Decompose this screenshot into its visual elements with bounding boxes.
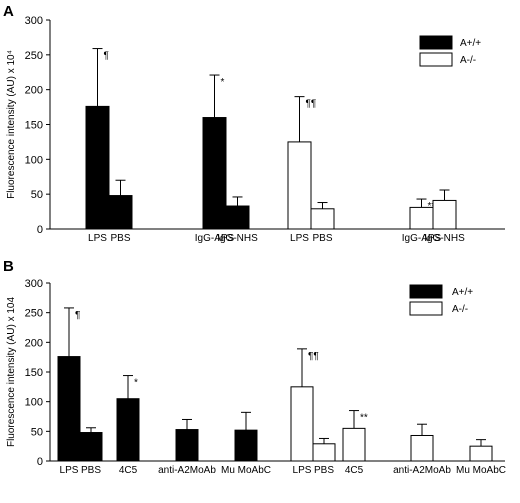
bar xyxy=(312,443,336,462)
bar xyxy=(410,434,434,462)
bar xyxy=(57,356,81,462)
y-tick-label: 150 xyxy=(25,367,43,379)
category-label: LPS xyxy=(60,465,79,476)
bar xyxy=(202,117,227,230)
legend-swatch xyxy=(419,52,453,67)
category-label: anti-A2MoAb xyxy=(393,465,451,476)
legend: A+/+ A-/- xyxy=(409,284,473,316)
category-label: Mu MoAbC xyxy=(221,465,271,476)
bar xyxy=(234,429,258,462)
panel-letter-b: B xyxy=(3,258,14,275)
chart-panel-a: A 0 50 100 150 200 250 300 Fluorescence intensit… xyxy=(3,3,505,244)
legend-swatch xyxy=(409,301,443,316)
category-label: PBS xyxy=(312,233,332,244)
category-label: IgG-NHS xyxy=(424,233,465,244)
y-tick-label: 200 xyxy=(25,85,43,97)
category-label: LPS xyxy=(88,233,107,244)
y-tick-label: 50 xyxy=(31,426,43,438)
bar xyxy=(469,445,493,462)
panel-letter-a: A xyxy=(3,3,14,20)
legend-label: A-/- xyxy=(460,55,476,66)
bar xyxy=(342,427,366,462)
category-label: PBS xyxy=(110,233,130,244)
legend: A+/+ A-/- xyxy=(419,35,481,67)
y-tick-label: 0 xyxy=(37,224,43,236)
y-tick-label: 250 xyxy=(25,50,43,62)
legend-label: A-/- xyxy=(452,304,468,315)
category-label: Mu MoAbC xyxy=(456,465,506,476)
significance-label: ¶¶ xyxy=(308,351,319,362)
category-label: LPS xyxy=(293,465,312,476)
y-tick-label: 100 xyxy=(25,397,43,409)
y-tick-label: 50 xyxy=(31,189,43,201)
bar xyxy=(287,141,312,230)
significance-label: * xyxy=(221,77,225,88)
y-tick-label: 100 xyxy=(25,154,43,166)
y-tick-label: 150 xyxy=(25,120,43,132)
y-tick-label: 300 xyxy=(25,15,43,27)
legend-swatch xyxy=(419,35,453,50)
category-label: IgG-APS xyxy=(402,233,442,244)
bar xyxy=(310,208,335,230)
significance-label: ¶ xyxy=(104,51,109,62)
bar xyxy=(116,398,140,462)
category-label: PBS xyxy=(81,465,101,476)
category-label: anti-A2MoAb xyxy=(158,465,216,476)
y-tick-label: 0 xyxy=(37,456,43,468)
category-label: 4C5 xyxy=(119,465,138,476)
y-tick-label: 250 xyxy=(25,308,43,320)
significance-label: * xyxy=(134,378,138,389)
significance-label: ¶¶ xyxy=(306,99,317,110)
significance-label: ¶ xyxy=(75,310,80,321)
significance-label: ** xyxy=(360,413,368,424)
legend-label: A+/+ xyxy=(460,38,481,49)
bar xyxy=(175,429,199,462)
category-label: IgG-NHS xyxy=(217,233,258,244)
legend-swatch xyxy=(409,284,443,299)
y-tick-label: 200 xyxy=(25,337,43,349)
category-label: PBS xyxy=(314,465,334,476)
bar xyxy=(225,205,250,230)
bar xyxy=(108,195,133,230)
bar xyxy=(432,199,457,230)
legend-label: A+/+ xyxy=(452,287,473,298)
bar xyxy=(79,432,103,462)
significance-label: ** xyxy=(428,201,436,212)
y-axis-label: Fluorescence intensity (AU) x 10⁴ xyxy=(6,50,17,199)
bar xyxy=(290,386,314,462)
category-label: LPS xyxy=(290,233,309,244)
chart-panel-b: B 0 50 100 150 200 250 300 Fluorescence intensit… xyxy=(3,258,506,476)
y-tick-label: 300 xyxy=(25,278,43,290)
category-label: IgG-APS xyxy=(195,233,235,244)
bar xyxy=(85,105,110,230)
y-axis-label: Fluorescence intensity (AU) x 104 xyxy=(6,297,17,448)
category-label: 4C5 xyxy=(345,465,364,476)
